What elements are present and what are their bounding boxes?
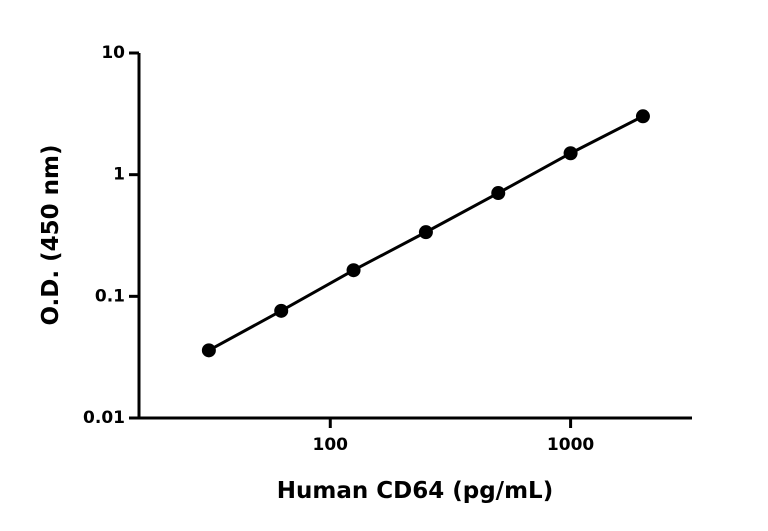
data-point xyxy=(563,146,578,161)
y-tick-label: 10 xyxy=(101,43,125,63)
x-tick-label: 100 xyxy=(313,435,349,455)
x-tick-label: 1000 xyxy=(547,435,594,455)
y-axis-label: O.D. (450 nm) xyxy=(38,144,64,325)
data-point xyxy=(346,263,361,278)
y-tick-label: 0.1 xyxy=(95,286,125,306)
y-tick-label: 1 xyxy=(113,165,125,185)
y-tick-label: 0.01 xyxy=(83,408,125,428)
data-point xyxy=(274,303,289,318)
data-point xyxy=(491,186,506,201)
data-point xyxy=(418,225,433,240)
x-axis-label: Human CD64 (pg/mL) xyxy=(277,478,553,504)
data-point xyxy=(635,109,650,124)
data-point xyxy=(201,343,216,358)
